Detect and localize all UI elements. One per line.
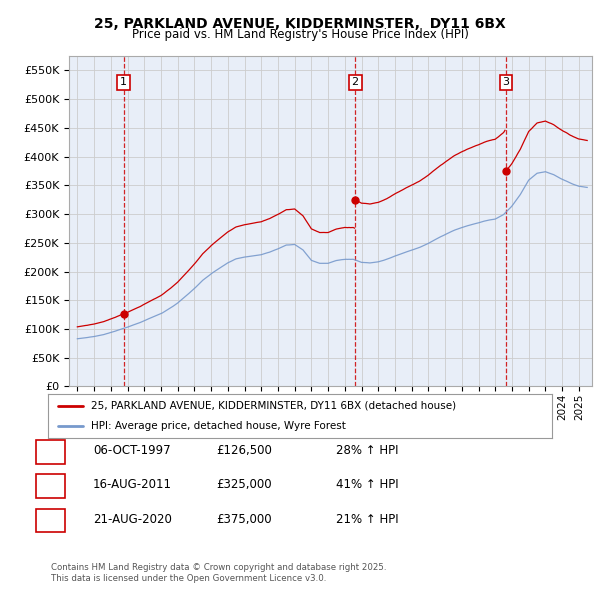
Text: 16-AUG-2011: 16-AUG-2011	[93, 478, 172, 491]
Text: 21% ↑ HPI: 21% ↑ HPI	[336, 513, 398, 526]
Text: 2: 2	[47, 478, 55, 491]
Text: 21-AUG-2020: 21-AUG-2020	[93, 513, 172, 526]
Text: 25, PARKLAND AVENUE, KIDDERMINSTER,  DY11 6BX: 25, PARKLAND AVENUE, KIDDERMINSTER, DY11…	[94, 17, 506, 31]
Text: Contains HM Land Registry data © Crown copyright and database right 2025.: Contains HM Land Registry data © Crown c…	[51, 563, 386, 572]
Text: 1: 1	[47, 444, 55, 457]
Text: 41% ↑ HPI: 41% ↑ HPI	[336, 478, 398, 491]
Text: 3: 3	[47, 513, 55, 526]
Text: £375,000: £375,000	[216, 513, 272, 526]
Text: This data is licensed under the Open Government Licence v3.0.: This data is licensed under the Open Gov…	[51, 574, 326, 583]
Text: HPI: Average price, detached house, Wyre Forest: HPI: Average price, detached house, Wyre…	[91, 421, 346, 431]
Text: Price paid vs. HM Land Registry's House Price Index (HPI): Price paid vs. HM Land Registry's House …	[131, 28, 469, 41]
Text: 2: 2	[352, 77, 359, 87]
Text: 25, PARKLAND AVENUE, KIDDERMINSTER, DY11 6BX (detached house): 25, PARKLAND AVENUE, KIDDERMINSTER, DY11…	[91, 401, 456, 411]
Text: 28% ↑ HPI: 28% ↑ HPI	[336, 444, 398, 457]
Text: £325,000: £325,000	[216, 478, 272, 491]
Text: £126,500: £126,500	[216, 444, 272, 457]
Text: 06-OCT-1997: 06-OCT-1997	[93, 444, 170, 457]
Text: 3: 3	[502, 77, 509, 87]
Text: 1: 1	[120, 77, 127, 87]
